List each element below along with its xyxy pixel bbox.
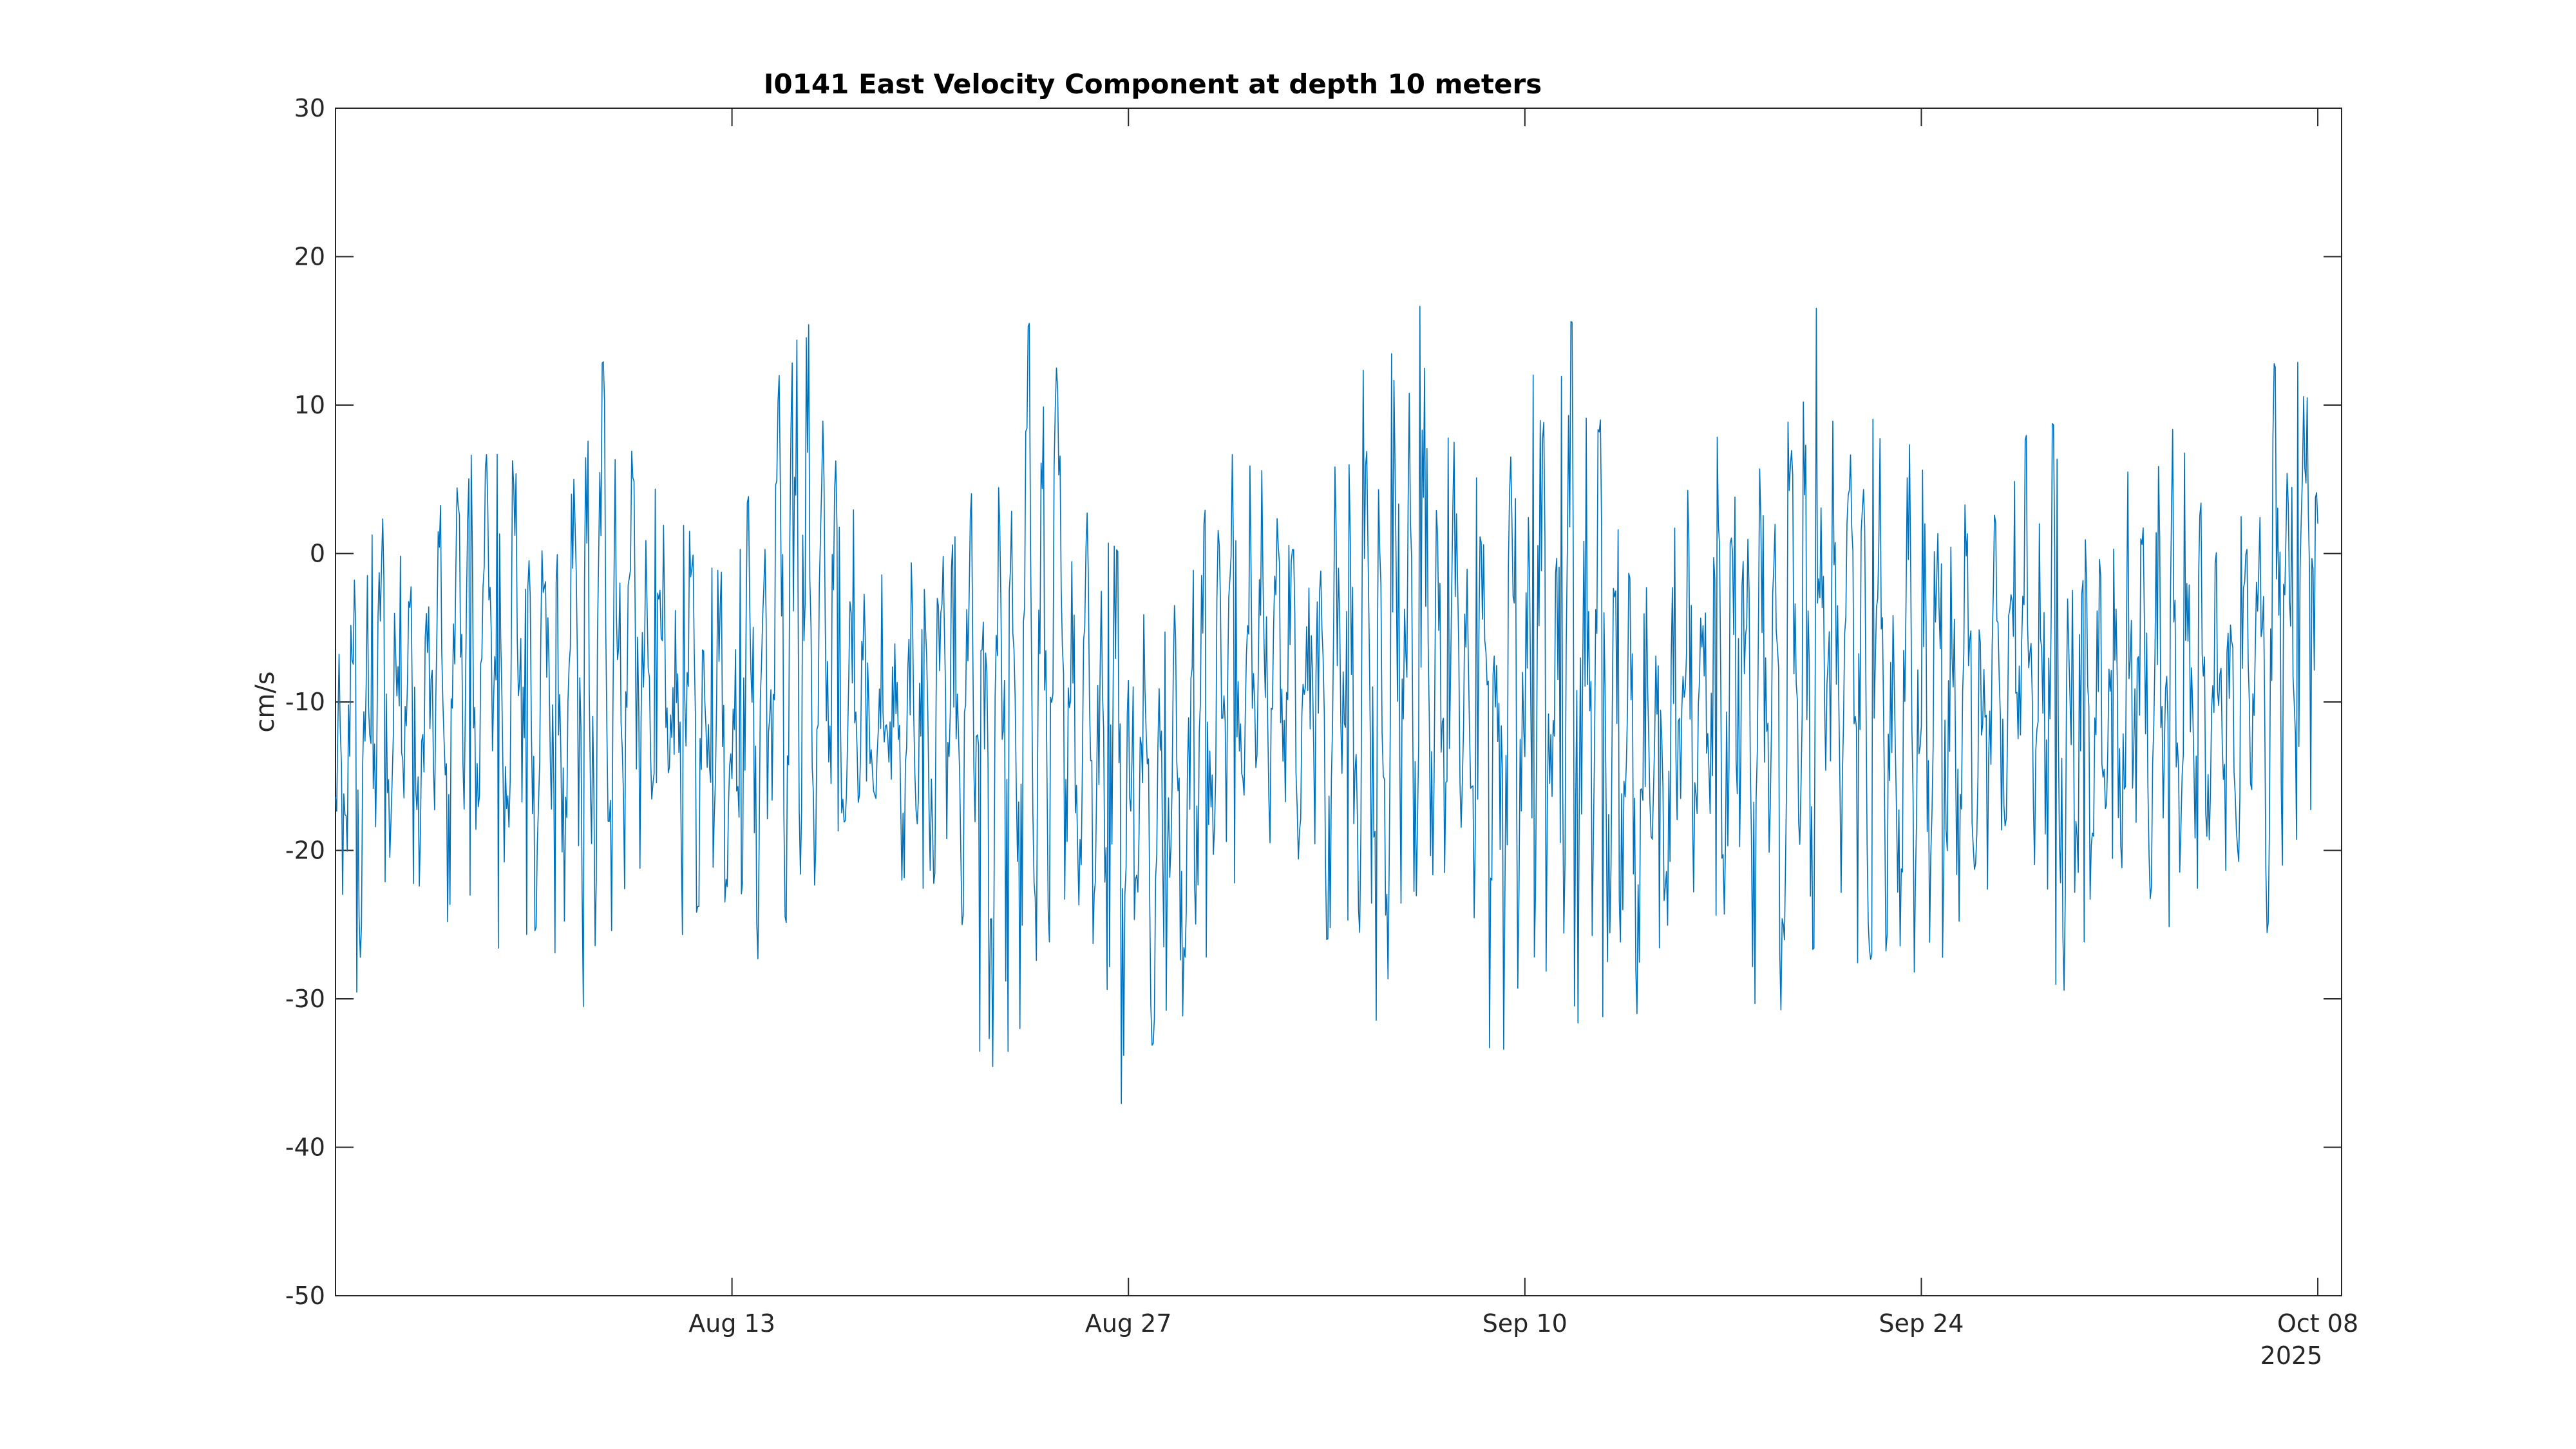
x-axis-year-label: 2025 xyxy=(2260,1341,2323,1370)
x-tick-label: Sep 24 xyxy=(1879,1309,1964,1338)
x-axis: Aug 13 Aug 27 Sep 10 Sep 24 Oct 08 xyxy=(688,108,2358,1338)
y-tick-label: 10 xyxy=(294,391,325,419)
x-tick-label: Oct 08 xyxy=(2277,1309,2358,1338)
chart-title: I0141 East Velocity Component at depth 1… xyxy=(764,68,1542,100)
y-tick-label: -40 xyxy=(285,1133,325,1162)
y-tick-label: -50 xyxy=(285,1282,325,1310)
y-tick-label: -10 xyxy=(285,688,325,716)
series-line xyxy=(335,305,2318,1104)
axes-box xyxy=(335,108,2342,1296)
y-axis: -50 -40 -30 -20 -10 0 10 20 30 xyxy=(285,94,2342,1310)
x-tick-label: Aug 13 xyxy=(688,1309,775,1338)
y-tick-label: -30 xyxy=(285,985,325,1013)
y-tick-label: 0 xyxy=(310,540,325,568)
y-axis-label: cm/s xyxy=(251,671,280,732)
y-tick-label: -20 xyxy=(285,837,325,865)
x-tick-label: Aug 27 xyxy=(1085,1309,1172,1338)
x-tick-label: Sep 10 xyxy=(1482,1309,1567,1338)
y-tick-label: 20 xyxy=(294,243,325,271)
plot-area xyxy=(335,108,2342,1296)
y-tick-label: 30 xyxy=(294,94,325,122)
